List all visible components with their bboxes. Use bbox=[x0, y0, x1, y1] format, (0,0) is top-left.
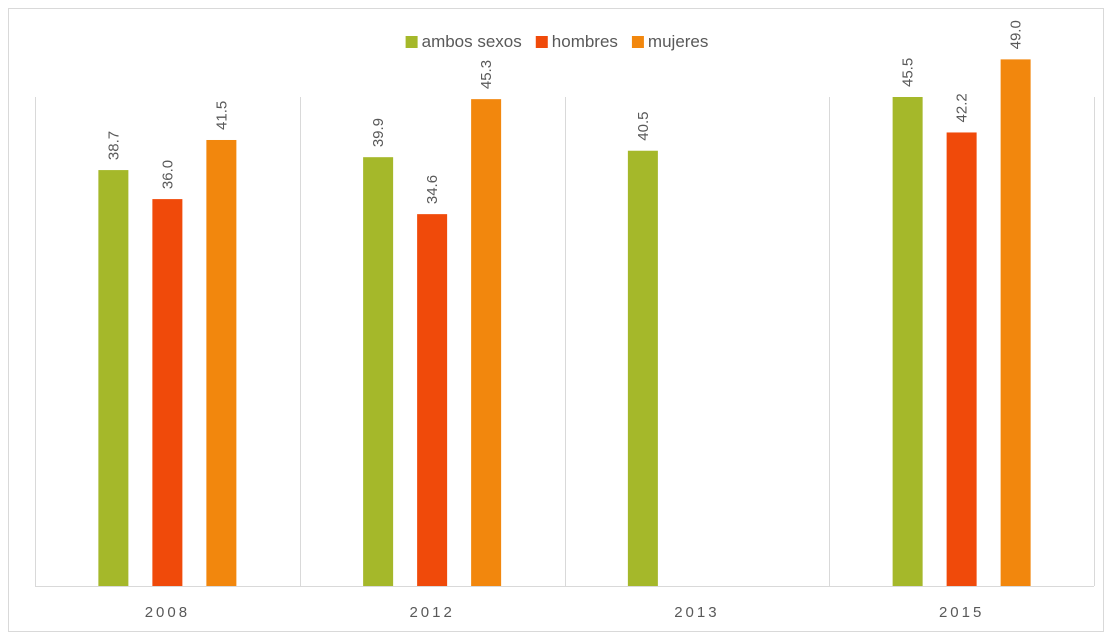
bar-hombres-2015 bbox=[946, 132, 977, 586]
bar-ambos-sexos-2012 bbox=[363, 157, 394, 586]
legend-label: ambos sexos bbox=[422, 32, 522, 51]
data-label: 38.7 bbox=[105, 131, 122, 160]
legend-swatch bbox=[405, 36, 418, 48]
data-label: 45.3 bbox=[478, 60, 495, 89]
data-label: 40.5 bbox=[635, 112, 652, 141]
x-tick-label: 2012 bbox=[409, 604, 454, 621]
bar-mujeres-2012 bbox=[471, 99, 502, 587]
data-label: 49.0 bbox=[1008, 20, 1025, 49]
legend-label: mujeres bbox=[648, 32, 708, 51]
legend: ambos sexos hombres mujeres bbox=[405, 32, 708, 51]
data-label: 41.5 bbox=[213, 101, 230, 130]
bar-mujeres-2008 bbox=[206, 139, 237, 586]
bars bbox=[98, 59, 1031, 587]
legend-swatch bbox=[535, 36, 548, 48]
x-axis-ticks: 2008 2012 2013 2015 bbox=[145, 604, 984, 621]
data-label: 39.9 bbox=[370, 118, 387, 147]
legend-label: hombres bbox=[552, 32, 618, 51]
legend-swatch bbox=[631, 36, 644, 48]
x-tick-label: 2008 bbox=[145, 604, 190, 621]
x-tick-label: 2013 bbox=[674, 604, 719, 621]
legend-item-hombres: hombres bbox=[535, 32, 618, 51]
x-tick-label: 2015 bbox=[939, 604, 984, 621]
bar-hombres-2008 bbox=[152, 199, 183, 586]
data-labels: 38.7 36.0 41.5 39.9 34.6 45.3 40.5 45.5 42.2 49.0 bbox=[105, 20, 1024, 204]
legend-item-ambos-sexos: ambos sexos bbox=[405, 32, 522, 51]
bar-mujeres-2015 bbox=[1000, 59, 1031, 586]
data-label: 45.5 bbox=[900, 58, 917, 87]
bar-hombres-2012 bbox=[417, 214, 448, 586]
category-gridlines bbox=[35, 97, 1095, 587]
bar-ambos-sexos-2015 bbox=[892, 97, 923, 586]
bar-ambos-sexos-2008 bbox=[98, 170, 129, 587]
data-label: 34.6 bbox=[424, 175, 441, 204]
data-label: 36.0 bbox=[159, 160, 176, 189]
bar-ambos-sexos-2013 bbox=[627, 150, 658, 586]
legend-item-mujeres: mujeres bbox=[631, 32, 708, 51]
data-label: 42.2 bbox=[954, 93, 971, 122]
